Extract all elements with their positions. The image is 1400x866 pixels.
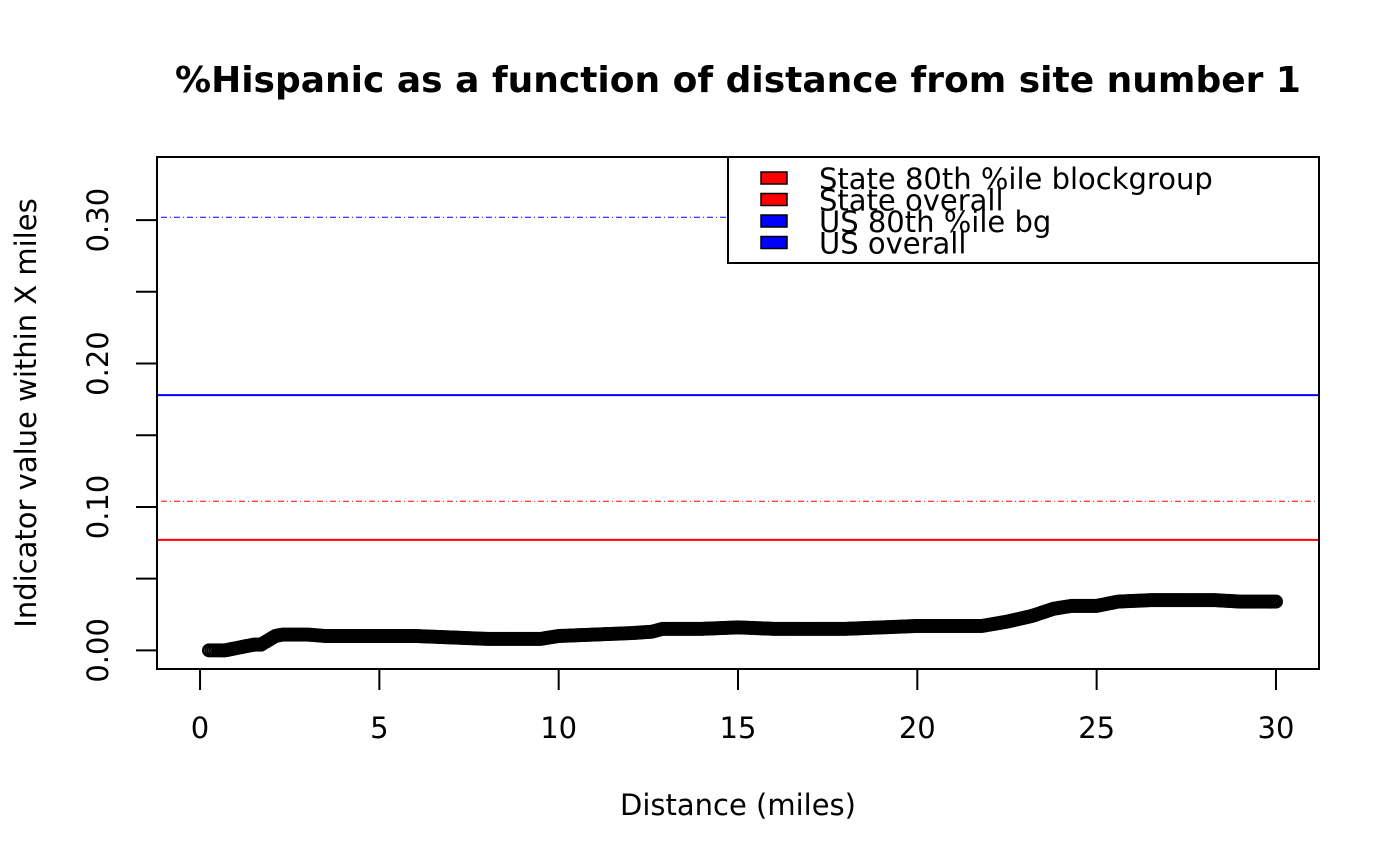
reference-lines	[157, 216, 1319, 541]
x-tick-label: 5	[370, 711, 388, 745]
legend-label: State 80th %ile blockgroup	[819, 162, 1213, 196]
legend-label: State overall	[819, 184, 1004, 218]
x-tick-label: 10	[540, 711, 577, 745]
data-point	[1266, 594, 1281, 609]
y-tick-label: 0.30	[81, 188, 115, 253]
chart-title: %Hispanic as a function of distance from…	[175, 60, 1301, 101]
legend-swatch	[760, 171, 788, 185]
legend-swatch	[760, 214, 788, 228]
y-tick-label: 0.20	[81, 331, 115, 396]
y-axis-label: Indicator value within X miles	[9, 198, 43, 627]
x-tick-label: 0	[191, 711, 209, 745]
x-tick-label: 25	[1078, 711, 1115, 745]
y-tick-label: 0.00	[81, 618, 115, 683]
x-axis-label: Distance (miles)	[620, 788, 856, 822]
data-points	[202, 593, 1283, 658]
legend-label: US overall	[819, 227, 966, 261]
x-tick-label: 15	[720, 711, 757, 745]
y-axis: 0.00 0.10 0.20 0.30	[81, 188, 158, 683]
legend-swatch	[760, 235, 788, 250]
x-axis: 0 5 10 15 20 25 30	[191, 668, 1295, 745]
legend-box	[727, 156, 1320, 264]
x-tick-label: 30	[1258, 711, 1295, 745]
x-tick-label: 20	[899, 711, 936, 745]
y-tick-label: 0.10	[81, 475, 115, 540]
legend-label: US 80th %ile bg	[819, 205, 1051, 239]
legend-swatch	[760, 192, 788, 207]
